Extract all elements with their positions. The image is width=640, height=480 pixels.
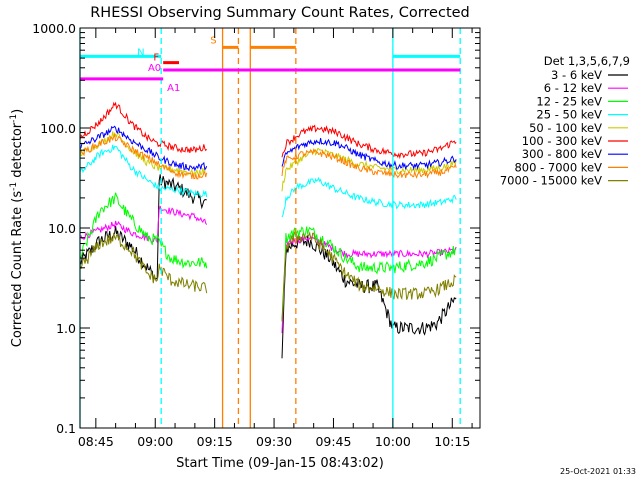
series-0-segment-2 — [281, 235, 457, 359]
y-axis-label-mid: detector — [10, 122, 25, 182]
legend-label-0: 3 - 6 keV — [551, 68, 602, 82]
series-2-segment-2 — [281, 226, 457, 319]
x-tick-label-0: 08:45 — [78, 434, 114, 449]
series-1-segment-2 — [281, 235, 457, 334]
y-axis-label-exp2: -1 — [9, 114, 19, 123]
series-8-segment-2 — [281, 231, 457, 322]
series-4-segment-2 — [281, 148, 457, 192]
interval-A1-label: A1 — [167, 83, 180, 94]
interval-F-label: F — [153, 53, 159, 64]
x-axis-label: Start Time (09-Jan-15 08:43:02) — [176, 456, 384, 471]
interval-layer: N S FA0 A1 — [80, 35, 461, 94]
chart-title: RHESSI Observing Summary Count Rates, Co… — [90, 5, 470, 21]
series-6-segment-2 — [281, 138, 457, 171]
series-7-segment-1 — [79, 132, 208, 180]
series-3-segment-2 — [281, 176, 457, 218]
y-tick-label-1: 100.0 — [40, 121, 76, 136]
series-3-segment-1 — [79, 144, 208, 198]
x-tick-label-4: 09:45 — [315, 434, 351, 449]
x-tick-label-6: 10:15 — [434, 434, 470, 449]
y-axis-label-end: ) — [10, 109, 25, 114]
interval-S-label: S — [210, 35, 216, 46]
series-5-segment-2 — [281, 124, 457, 160]
y-tick-label-2: 10.0 — [48, 221, 76, 236]
legend-title: Det 1,3,5,6,7,9 — [544, 54, 630, 68]
x-tick-label-2: 09:15 — [197, 434, 233, 449]
legend-label-4: 50 - 100 keV — [529, 121, 602, 135]
series-layer — [79, 101, 457, 359]
x-tick-label-3: 09:30 — [256, 434, 292, 449]
series-8-segment-1 — [79, 232, 208, 294]
interval-A0-label: A0 — [148, 63, 161, 74]
axis-layer: 1000.0 100.0 10.0 1.0 0.108:45 09:00 09:15 09:3… — [32, 21, 480, 449]
footer-timestamp: 25-Oct-2021 01:33 — [560, 467, 636, 476]
y-axis-label-exp1: -1 — [9, 182, 19, 191]
legend-label-6: 300 - 800 keV — [522, 147, 602, 161]
legend-label-3: 25 - 50 keV — [536, 108, 602, 122]
legend-label-7: 800 - 7000 keV — [514, 160, 602, 174]
series-2-segment-1 — [79, 192, 208, 269]
legend-label-2: 12 - 25 keV — [536, 94, 602, 108]
series-7-segment-2 — [281, 148, 457, 179]
x-tick-label-1: 09:00 — [137, 434, 173, 449]
y-axis-label-main: Corrected Count Rate (s — [10, 191, 25, 348]
y-tick-label-3: 1.0 — [56, 321, 76, 336]
legend-label-8: 7000 - 15000 keV — [500, 174, 602, 188]
legend-label-5: 100 - 300 keV — [522, 134, 602, 148]
x-tick-label-5: 10:00 — [375, 434, 411, 449]
legend-label-1: 6 - 12 keV — [544, 81, 602, 95]
series-5-segment-1 — [79, 101, 208, 154]
y-tick-label-0: 1000.0 — [32, 21, 76, 36]
y-axis-label: Corrected Count Rate (s-1 detector-1) — [9, 109, 25, 347]
y-tick-label-4: 0.1 — [56, 421, 76, 436]
series-6-segment-1 — [79, 125, 208, 172]
interval-N-label: N — [137, 47, 144, 58]
